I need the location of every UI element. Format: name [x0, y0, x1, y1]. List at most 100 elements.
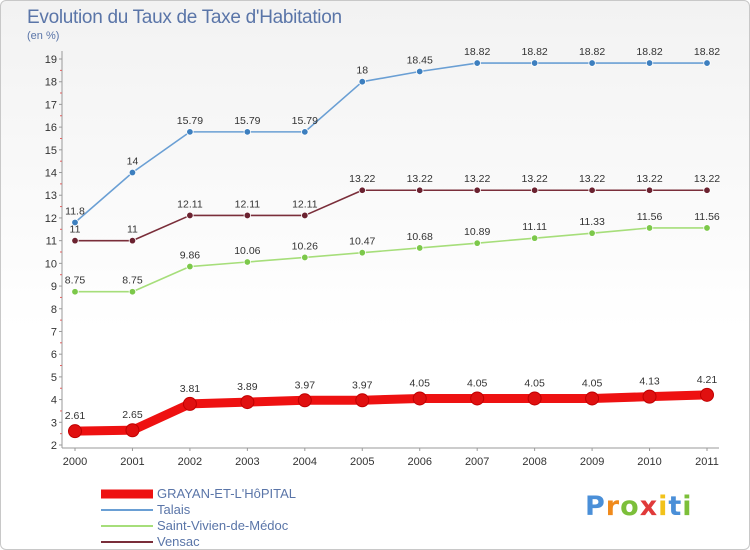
data-label: 9.86: [180, 250, 201, 262]
data-point: [243, 211, 252, 220]
data-point: [416, 67, 424, 76]
x-tick-label: 2004: [293, 456, 317, 468]
data-label: 10.06: [234, 245, 260, 257]
legend-label: Talais: [157, 502, 191, 517]
data-point: [703, 59, 711, 67]
x-tick-label: 2006: [407, 456, 431, 468]
data-label: 13.22: [521, 173, 547, 185]
data-point: [645, 224, 654, 232]
legend-label: Vensac: [157, 534, 200, 549]
data-point: [412, 391, 427, 406]
data-point: [243, 128, 252, 136]
data-point: [358, 78, 366, 86]
data-point: [703, 224, 711, 232]
chart-title: Evolution du Taux de Taxe d'Habitation: [27, 7, 342, 28]
data-label: 4.05: [524, 377, 545, 389]
data-label: 15.79: [177, 115, 203, 127]
x-tick-label: 2007: [465, 456, 489, 468]
y-tick-label: 15: [45, 145, 57, 157]
data-label: 11.8: [65, 205, 85, 217]
data-label: 18.45: [407, 54, 433, 66]
data-point: [240, 395, 255, 410]
logo-letter: t: [668, 491, 683, 522]
data-label: 11: [127, 224, 138, 236]
y-tick-label: 14: [45, 168, 57, 180]
data-point: [470, 391, 485, 406]
y-tick-label: 19: [45, 54, 57, 66]
x-tick-label: 2003: [235, 456, 259, 468]
x-tick-label: 2005: [350, 456, 374, 468]
data-point: [182, 396, 197, 411]
data-label: 12.11: [235, 198, 261, 210]
data-label: 13.22: [579, 173, 605, 185]
data-point: [358, 186, 366, 194]
data-point: [71, 236, 79, 245]
data-label: 3.81: [180, 383, 201, 395]
data-label: 11.56: [637, 211, 663, 223]
data-point: [186, 262, 194, 271]
legend-label: Saint-Vivien-de-Médoc: [157, 518, 289, 533]
data-label: 8.75: [122, 275, 143, 287]
data-label: 15.79: [292, 115, 318, 127]
y-axis-unit-label: (en %): [27, 30, 60, 42]
series-line: [70, 390, 712, 436]
x-tick-label: 2011: [695, 456, 719, 468]
data-point: [301, 253, 309, 262]
logo-letter: x: [639, 491, 659, 522]
data-point: [297, 393, 312, 408]
series-line: [74, 189, 708, 242]
data-point: [642, 389, 657, 404]
data-point: [530, 186, 539, 194]
data-label: 15.79: [234, 115, 260, 127]
data-label: 10.26: [292, 240, 318, 252]
data-label: 13.22: [636, 173, 662, 185]
data-label: 18.82: [579, 46, 605, 58]
data-point: [473, 59, 481, 67]
data-point: [585, 391, 600, 406]
data-label: 11: [70, 224, 81, 236]
data-point: [301, 211, 309, 220]
data-label: 4.05: [410, 377, 431, 389]
data-point: [416, 186, 424, 194]
data-point: [128, 288, 137, 296]
data-label: 11.11: [522, 221, 547, 233]
logo-letter: i: [682, 491, 693, 522]
y-tick-label: 12: [45, 213, 57, 225]
data-point: [301, 128, 309, 136]
legend-item: Saint-Vivien-de-Médoc: [101, 518, 401, 534]
legend-swatch: [101, 509, 153, 511]
y-tick-label: 6: [51, 349, 57, 361]
data-label: 11.56: [694, 211, 720, 223]
data-label: 3.97: [295, 379, 316, 391]
y-tick-label: 2: [51, 440, 57, 452]
legend-swatch: [101, 525, 153, 527]
y-tick-label: 5: [51, 372, 57, 384]
proxiti-logo: Proxiti: [585, 491, 693, 522]
data-point: [703, 186, 711, 194]
data-label: 13.22: [694, 173, 720, 185]
data-point: [530, 234, 539, 242]
data-point: [68, 424, 82, 439]
data-label: 18: [356, 65, 368, 77]
data-label: 4.13: [639, 376, 660, 388]
data-point: [125, 423, 140, 438]
logo-letter: o: [620, 491, 640, 522]
data-label: 10.47: [349, 236, 375, 248]
data-label: 18.82: [636, 46, 662, 58]
data-label: 4.05: [467, 377, 488, 389]
data-point: [645, 59, 654, 67]
data-label: 18.82: [521, 46, 547, 58]
data-label: 4.21: [697, 374, 718, 386]
y-tick-label: 9: [51, 281, 57, 293]
data-label: 18.82: [464, 46, 490, 58]
data-point: [355, 393, 370, 408]
legend-swatch: [101, 541, 153, 543]
series-line: [74, 62, 708, 224]
data-label: 2.61: [65, 410, 86, 422]
y-tick-label: 11: [46, 236, 57, 248]
data-point: [527, 391, 542, 406]
data-label: 10.89: [464, 226, 490, 238]
y-tick-label: 13: [45, 190, 57, 202]
